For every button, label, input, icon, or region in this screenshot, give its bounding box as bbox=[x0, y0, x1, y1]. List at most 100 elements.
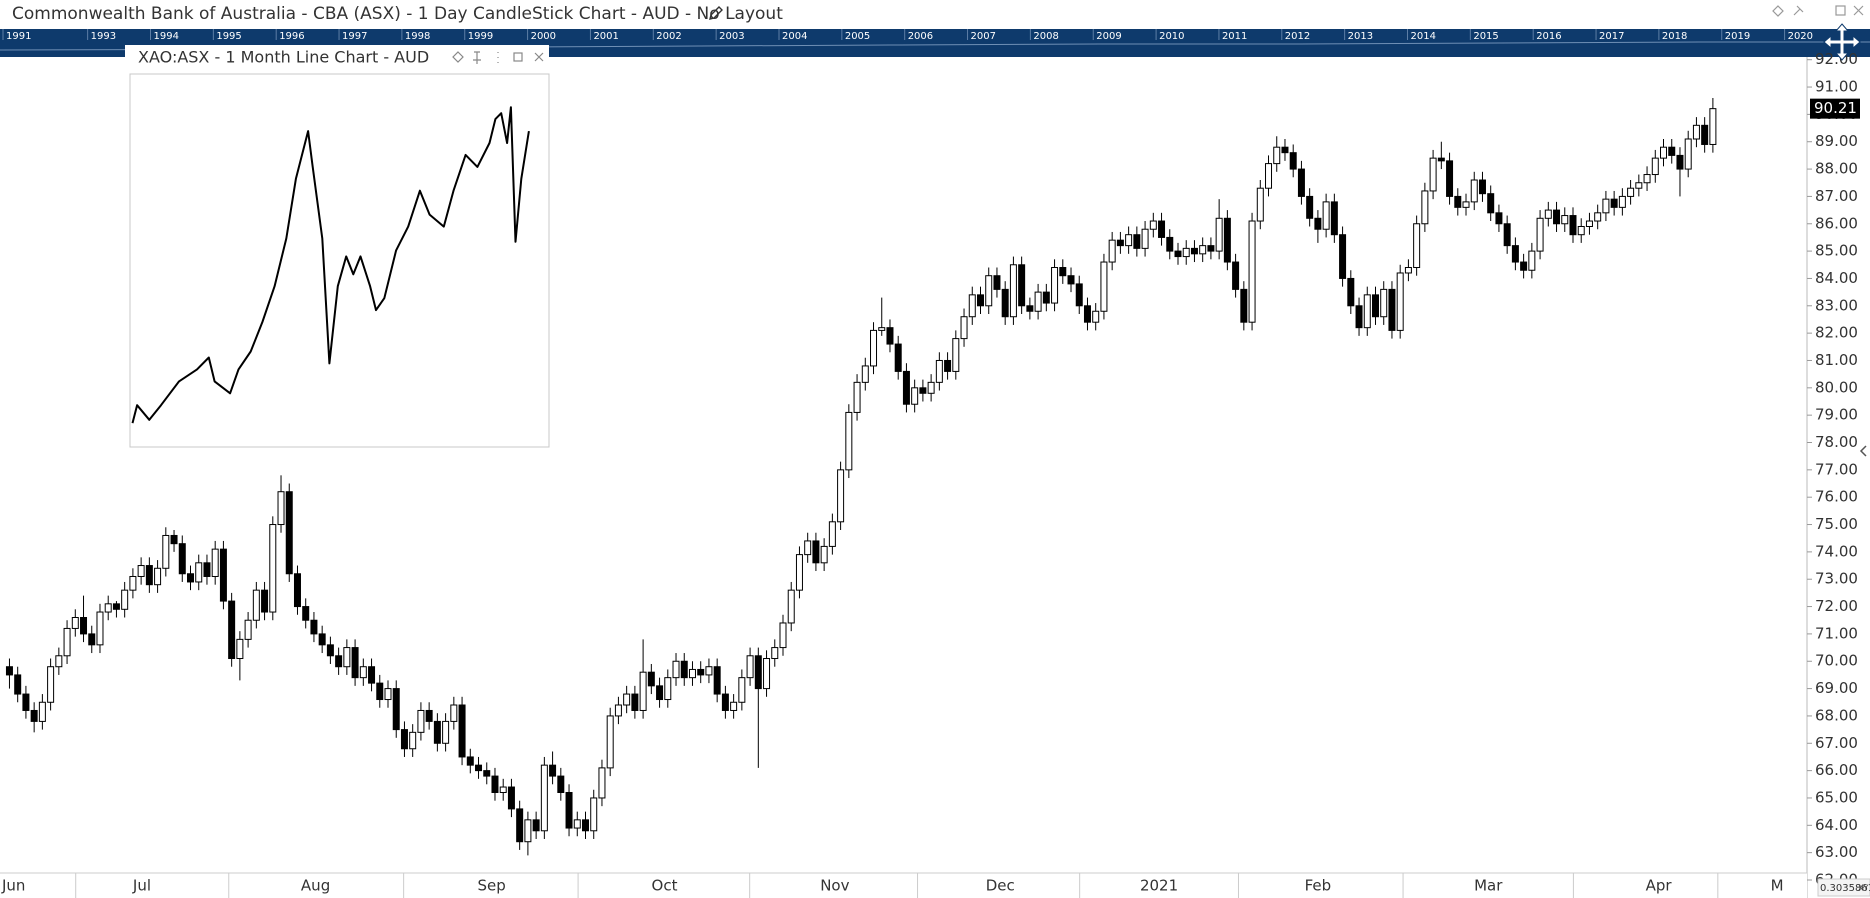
y-tick-label: 86.00 bbox=[1815, 214, 1858, 232]
plot-area bbox=[5, 97, 1717, 856]
candle-body bbox=[203, 562, 211, 577]
candle-body bbox=[5, 666, 13, 676]
candle-body bbox=[1462, 201, 1470, 208]
candle-body bbox=[1569, 215, 1577, 236]
candle-body bbox=[1215, 217, 1223, 252]
y-tick-label: 68.00 bbox=[1815, 706, 1858, 724]
candle-body bbox=[1207, 245, 1215, 252]
candle-body bbox=[911, 387, 919, 405]
candle-body bbox=[1380, 288, 1388, 318]
move-cross bbox=[1823, 23, 1861, 61]
y-tick-label: 76.00 bbox=[1815, 488, 1858, 506]
navigator-year: 1993 bbox=[91, 31, 116, 42]
candle-body bbox=[433, 720, 441, 744]
inset-close-icon[interactable] bbox=[534, 52, 544, 62]
candle-body bbox=[1627, 187, 1635, 197]
candle-body bbox=[318, 633, 326, 646]
candle-body bbox=[1487, 193, 1495, 214]
candle-body bbox=[1265, 163, 1273, 189]
close-icon[interactable] bbox=[1853, 5, 1864, 16]
candle-body bbox=[1692, 124, 1700, 140]
candle-body bbox=[549, 764, 557, 777]
candle-body bbox=[1190, 247, 1198, 255]
candle-body bbox=[261, 589, 269, 613]
candle-body bbox=[129, 575, 137, 591]
candle-body bbox=[154, 567, 162, 586]
candle-body bbox=[1273, 146, 1281, 165]
navigator-year: 2015 bbox=[1473, 31, 1498, 42]
x-tick-label: Sep bbox=[478, 877, 506, 895]
candle-body bbox=[713, 666, 721, 695]
candle-body bbox=[1561, 215, 1569, 225]
candle-body bbox=[1544, 209, 1552, 219]
candle-body bbox=[730, 701, 738, 711]
candle-body bbox=[14, 674, 22, 695]
float-icon[interactable] bbox=[1772, 5, 1784, 17]
candle-body bbox=[112, 603, 120, 610]
candle-body bbox=[211, 548, 219, 577]
candle-body bbox=[1528, 250, 1536, 271]
candle-body bbox=[1149, 220, 1157, 230]
candle-body bbox=[1339, 234, 1347, 279]
candle-body bbox=[886, 327, 894, 345]
candle-body bbox=[861, 365, 869, 383]
candle-body bbox=[738, 677, 746, 703]
candle-body bbox=[236, 638, 244, 660]
inset-window[interactable]: XAO:ASX - 1 Month Line Chart - AUD bbox=[125, 45, 550, 448]
candle-body bbox=[1404, 267, 1412, 274]
maximize-icon[interactable] bbox=[1835, 5, 1846, 16]
candle-body bbox=[1199, 245, 1207, 255]
candle-body bbox=[1347, 277, 1355, 307]
candle-body bbox=[598, 767, 606, 799]
candle-body bbox=[310, 619, 318, 635]
navigator-year: 1995 bbox=[216, 31, 241, 42]
status-value: 0.3035861 bbox=[1820, 883, 1870, 894]
candle-body bbox=[145, 565, 153, 586]
candle-body bbox=[623, 693, 631, 706]
candle-body bbox=[1100, 261, 1108, 312]
candle-body bbox=[1602, 198, 1610, 214]
candle-body bbox=[104, 603, 112, 613]
candle-body bbox=[927, 381, 935, 394]
y-tick-label: 69.00 bbox=[1815, 679, 1858, 697]
edit-title-icon[interactable] bbox=[709, 6, 723, 20]
candle-body bbox=[277, 491, 285, 526]
y-tick-label: 79.00 bbox=[1815, 406, 1858, 424]
candle-body bbox=[71, 617, 79, 629]
inset-float-icon[interactable] bbox=[452, 51, 464, 63]
candle-body bbox=[1651, 157, 1659, 176]
candle-body bbox=[1018, 264, 1026, 307]
y-tick-label: 81.00 bbox=[1815, 351, 1858, 369]
candle-body bbox=[219, 548, 227, 602]
candle-body bbox=[1075, 283, 1083, 307]
navigator-years: 1991 1993 1994 1995 1996 1997 1998 1999 2000 2001… bbox=[2, 29, 1813, 42]
candle-body bbox=[944, 359, 952, 372]
candle-body bbox=[88, 633, 96, 646]
candle-body bbox=[335, 655, 343, 668]
x-axis: Jun Jul Aug Sep Oct Nov Dec 2021 Feb Mar Apr M bbox=[1, 873, 1784, 898]
candle-body bbox=[952, 338, 960, 372]
candle-body bbox=[1610, 198, 1618, 208]
candle-body bbox=[993, 275, 1001, 290]
candle-body bbox=[557, 775, 565, 793]
pin-icon[interactable] bbox=[1793, 5, 1804, 16]
candle-body bbox=[1446, 160, 1454, 197]
candle-body bbox=[425, 709, 433, 722]
y-tick-label: 70.00 bbox=[1815, 652, 1858, 670]
inset-pin-icon[interactable] bbox=[473, 51, 481, 64]
collapse-arrow[interactable] bbox=[1859, 445, 1867, 457]
candle-body bbox=[187, 573, 195, 583]
y-tick-label: 66.00 bbox=[1815, 761, 1858, 779]
candle-body bbox=[639, 671, 647, 711]
navigator-year: 1991 bbox=[6, 31, 31, 42]
candle-body bbox=[976, 294, 984, 307]
navigator-year: 2018 bbox=[1662, 31, 1687, 42]
x-tick-label: Mar bbox=[1474, 877, 1503, 895]
candle-body bbox=[656, 685, 664, 701]
move-icon[interactable] bbox=[1823, 23, 1861, 61]
x-tick-label: Aug bbox=[301, 877, 330, 895]
candle-body bbox=[499, 786, 507, 793]
candle-body bbox=[878, 327, 886, 331]
inset-maximize-icon[interactable] bbox=[513, 52, 523, 62]
candle-body bbox=[820, 545, 828, 564]
